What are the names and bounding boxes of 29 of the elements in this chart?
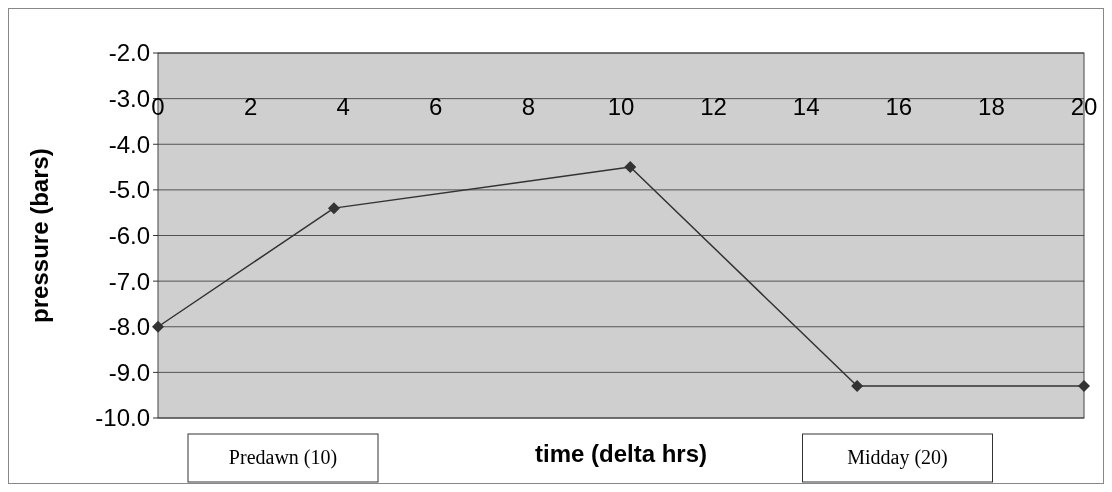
y-tick-label: -7.0 bbox=[108, 267, 150, 295]
x-tick-label: 20 bbox=[1070, 93, 1098, 120]
y-tick-label: -5.0 bbox=[108, 176, 150, 204]
point bbox=[851, 380, 864, 393]
text: Midday (20) bbox=[847, 446, 948, 469]
y-tick-label: -9.0 bbox=[108, 358, 150, 386]
point bbox=[624, 161, 637, 174]
x-tick-label: 10 bbox=[607, 93, 635, 120]
text: Predawn (10) bbox=[228, 446, 338, 469]
x-tick-label: 6 bbox=[429, 93, 443, 120]
point bbox=[1078, 380, 1090, 393]
x-axis-title: time (delta hrs) bbox=[534, 440, 708, 467]
y-axis-title: pressure (bars) bbox=[26, 148, 53, 323]
x-tick-label: 14 bbox=[792, 93, 820, 120]
x-tick-label: 12 bbox=[700, 93, 727, 120]
y-tick-label: -3.0 bbox=[108, 85, 150, 113]
x-tick-label: 16 bbox=[885, 93, 913, 120]
point bbox=[152, 320, 164, 333]
x-tick-label: 2 bbox=[243, 93, 258, 120]
x-tick-label: 8 bbox=[521, 93, 536, 120]
x-tick-label: 4 bbox=[336, 93, 350, 120]
x-tick-label: 18 bbox=[978, 93, 1005, 120]
y-tick-label: -2.0 bbox=[108, 39, 150, 67]
y-tick-label: -6.0 bbox=[108, 221, 150, 249]
point bbox=[327, 202, 340, 215]
x-tick-label: 0 bbox=[151, 93, 165, 120]
y-tick-label: -10.0 bbox=[95, 404, 150, 432]
y-tick-label: -8.0 bbox=[108, 313, 150, 341]
y-tick-label: -4.0 bbox=[108, 130, 150, 158]
